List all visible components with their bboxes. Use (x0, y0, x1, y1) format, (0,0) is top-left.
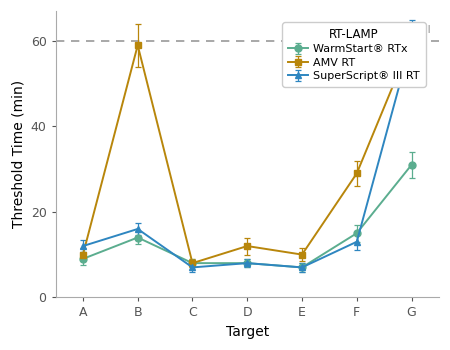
Y-axis label: Threshold Time (min): Threshold Time (min) (11, 80, 25, 228)
Legend: WarmStart® RTx, AMV RT, SuperScript® III RT: WarmStart® RTx, AMV RT, SuperScript® III… (283, 22, 426, 86)
Text: No signal: No signal (379, 25, 431, 35)
X-axis label: Target: Target (225, 325, 269, 339)
